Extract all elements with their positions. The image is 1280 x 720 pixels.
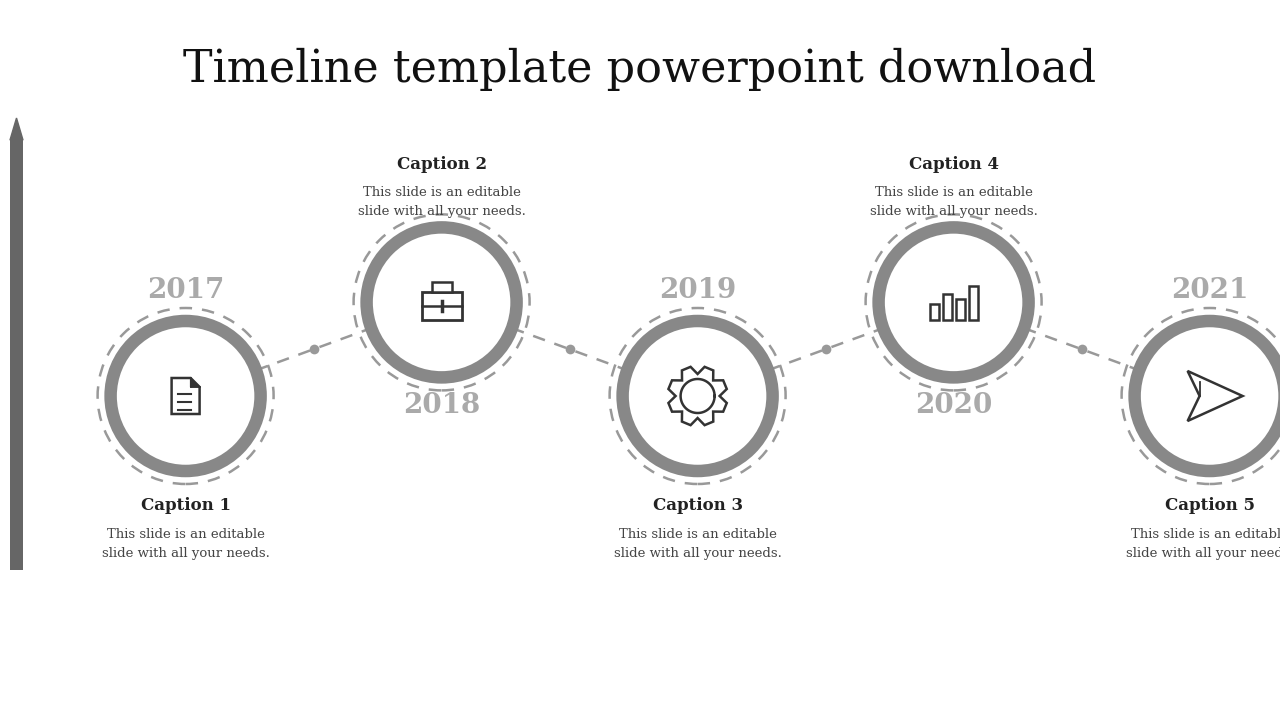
Text: This slide is an editable
slide with all your needs.: This slide is an editable slide with all… [101,528,270,560]
Text: Caption 3: Caption 3 [653,498,742,515]
Text: 2018: 2018 [403,392,480,419]
Text: This slide is an editable
slide with all your needs.: This slide is an editable slide with all… [613,528,782,560]
Polygon shape [668,366,727,426]
Polygon shape [172,378,200,414]
Text: 2019: 2019 [659,277,736,305]
FancyBboxPatch shape [942,294,951,320]
Polygon shape [10,118,23,140]
Circle shape [1134,321,1280,471]
FancyBboxPatch shape [929,305,938,320]
FancyBboxPatch shape [421,292,462,320]
Text: Caption 1: Caption 1 [141,498,230,515]
Polygon shape [1188,371,1243,421]
Text: 2021: 2021 [1171,277,1248,305]
FancyBboxPatch shape [956,300,965,320]
FancyBboxPatch shape [431,282,452,292]
Text: 2017: 2017 [147,277,224,305]
Text: 2020: 2020 [915,392,992,419]
Text: Caption 4: Caption 4 [909,156,998,173]
Circle shape [878,228,1029,377]
Text: This slide is an editable
slide with all your needs.: This slide is an editable slide with all… [1125,528,1280,560]
Text: This slide is an editable
slide with all your needs.: This slide is an editable slide with all… [357,186,526,218]
Text: This slide is an editable
slide with all your needs.: This slide is an editable slide with all… [869,186,1038,218]
Text: Timeline template powerpoint download: Timeline template powerpoint download [183,48,1097,91]
Circle shape [366,228,517,377]
FancyBboxPatch shape [969,287,978,320]
Circle shape [622,321,773,471]
FancyBboxPatch shape [10,140,23,570]
Polygon shape [191,378,200,387]
Text: Caption 2: Caption 2 [397,156,486,173]
Text: Caption 5: Caption 5 [1165,498,1254,515]
Circle shape [110,321,261,471]
